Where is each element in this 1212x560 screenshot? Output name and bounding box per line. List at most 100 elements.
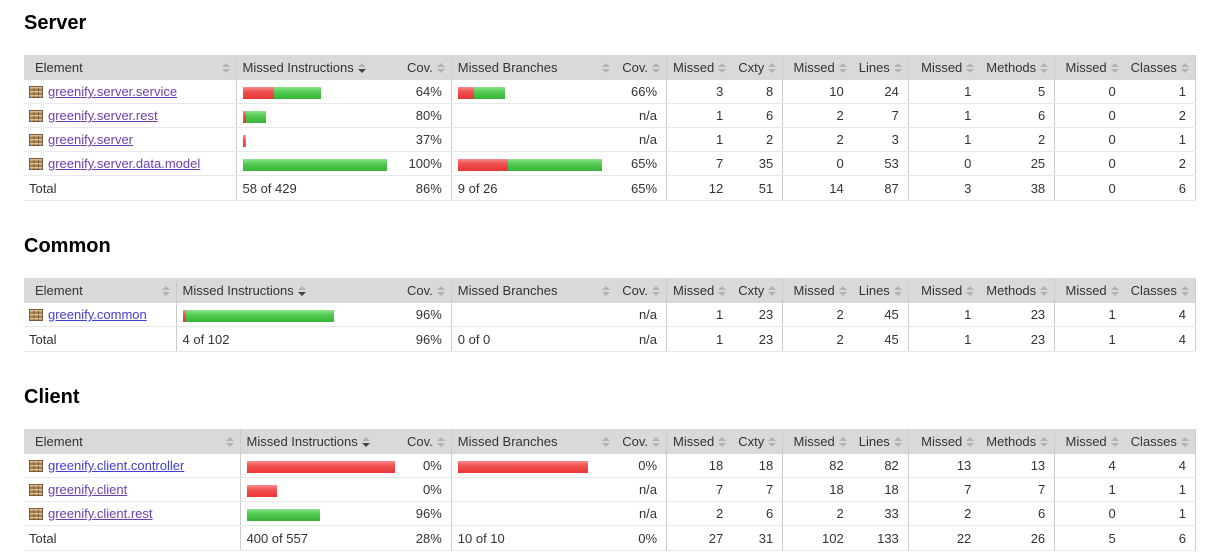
coverage-bar-green [244,134,246,147]
column-header-methods[interactable]: Methods [980,278,1056,303]
column-label: Missed Branches [457,60,558,75]
package-link[interactable]: greenify.server [48,132,134,147]
column-header-lines[interactable]: Lines [852,55,909,80]
column-header-missed[interactable]: Missed [666,278,733,303]
value-cell: 10 [782,80,853,104]
column-header-missed[interactable]: Missed [1054,429,1125,454]
column-header-missed[interactable]: Missed [1054,278,1125,303]
column-header-missed-branches[interactable]: Missed Branches [451,429,617,454]
branches-cov-cell: n/a [616,303,668,327]
column-header-element[interactable]: Element [24,278,177,303]
column-header-cov[interactable]: Cov. [401,429,452,454]
value-cell: 0 [1054,175,1125,201]
column-header-methods[interactable]: Methods [980,55,1056,80]
element-cell: greenify.server.data.model [24,151,237,176]
column-header-element[interactable]: Element [24,429,241,454]
column-header-missed-branches[interactable]: Missed Branches [451,278,617,303]
column-label: Missed [793,283,835,298]
column-header-classes[interactable]: Classes [1124,429,1196,454]
column-header-missed-instructions[interactable]: Missed Instructions [236,55,401,80]
value-cell: 27 [666,525,733,551]
coverage-bar-green [507,158,602,171]
column-header-missed[interactable]: Missed [782,55,853,80]
column-header-missed[interactable]: Missed [1054,55,1125,80]
section-title: Server [24,12,87,34]
value-cell: 7 [852,103,909,128]
column-header-cxty[interactable]: Cxty [732,55,784,80]
column-header-missed-instructions[interactable]: Missed Instructions [240,429,401,454]
column-header-missed[interactable]: Missed [908,278,981,303]
instructions-cov-cell: 96% [401,303,452,327]
sort-icon [652,436,661,447]
value-cell: 45 [852,303,909,327]
column-header-methods[interactable]: Methods [980,429,1056,454]
package-icon [29,158,43,170]
sort-icon [361,436,370,447]
column-header-missed[interactable]: Missed [782,278,853,303]
branches-coverage-bar [451,454,617,478]
column-header-cxty[interactable]: Cxty [732,278,784,303]
column-label: Cov. [622,283,649,298]
column-header-lines[interactable]: Lines [852,278,909,303]
sort-icon [357,62,366,73]
package-link[interactable]: greenify.client.controller [48,458,185,473]
column-header-cov[interactable]: Cov. [616,278,668,303]
package-link[interactable]: greenify.server.service [48,84,178,99]
instructions-coverage-bar [240,501,401,526]
branches-coverage-bar [451,477,617,502]
column-header-missed[interactable]: Missed [782,429,853,454]
column-header-classes[interactable]: Classes [1124,55,1196,80]
column-label: Lines [858,283,890,298]
value-cell: 38 [980,175,1056,201]
value-cell: 4 [1124,326,1196,352]
column-header-cov[interactable]: Cov. [616,429,668,454]
branches-coverage-bar [451,103,617,128]
package-link[interactable]: greenify.server.data.model [48,156,201,171]
value-cell: 1 [1124,127,1196,152]
column-header-missed[interactable]: Missed [666,429,733,454]
value-cell: 18 [782,477,853,502]
column-header-cov[interactable]: Cov. [401,278,452,303]
value-cell: 1 [666,303,733,327]
value-cell: 7 [908,477,981,502]
column-header-classes[interactable]: Classes [1124,278,1196,303]
total-instructions: 4 of 102 [176,326,401,352]
value-cell: 5 [1054,525,1125,551]
column-header-element[interactable]: Element [24,55,237,80]
branches-coverage-bar [451,80,617,104]
element-cell: greenify.common [24,303,177,327]
package-link[interactable]: greenify.client [48,482,128,497]
coverage-bar-green [242,158,387,171]
value-cell: 3 [908,175,981,201]
total-instructions-cov: 86% [401,175,452,201]
value-cell: 2 [1124,151,1196,176]
value-cell: 1 [1124,477,1196,502]
package-link[interactable]: greenify.server.rest [48,108,158,123]
coverage-bar-red [242,110,246,123]
sort-icon [1040,62,1049,73]
branches-coverage-bar [451,127,617,152]
package-link[interactable]: greenify.client.rest [48,506,153,521]
total-instructions: 400 of 557 [240,525,401,551]
sort-icon [718,62,727,73]
coverage-table: Element Missed Instructions Cov. Missed Bra… [24,429,1196,551]
value-cell: 13 [980,454,1056,478]
column-header-missed-instructions[interactable]: Missed Instructions [176,278,401,303]
sort-icon [838,62,847,73]
column-header-missed[interactable]: Missed [908,429,981,454]
package-link[interactable]: greenify.common [48,307,147,322]
coverage-table: Element Missed Instructions Cov. Missed Bra… [24,55,1196,201]
value-cell: 4 [1124,454,1196,478]
branches-cov-cell: 0% [616,454,668,478]
column-header-cxty[interactable]: Cxty [732,429,784,454]
column-header-cov[interactable]: Cov. [616,55,668,80]
sort-icon [652,62,661,73]
column-label: Missed Instructions [242,60,354,75]
table-row: greenify.client 0% n/a 7 7 18 18 7 7 1 1 [24,477,1196,502]
column-header-missed-branches[interactable]: Missed Branches [451,55,617,80]
column-header-cov[interactable]: Cov. [401,55,452,80]
column-header-missed[interactable]: Missed [666,55,733,80]
value-cell: 1 [1054,326,1125,352]
column-header-missed[interactable]: Missed [908,55,981,80]
column-header-lines[interactable]: Lines [852,429,909,454]
